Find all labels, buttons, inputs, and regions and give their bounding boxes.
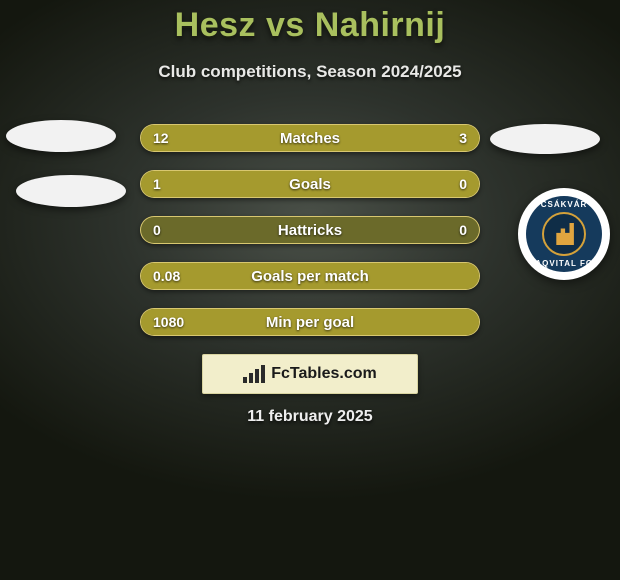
bar-chart-icon — [243, 365, 265, 383]
brand-text: FcTables.com — [271, 365, 377, 383]
stat-bar: Hattricks0 0 — [140, 216, 480, 244]
brand-footer[interactable]: FcTables.com — [202, 354, 418, 394]
left-player-placeholder-2 — [16, 175, 126, 207]
left-player-placeholder-1 — [6, 120, 116, 152]
club-badge-inner — [542, 212, 586, 256]
club-badge: CSÁKVÁR AQVITAL FC — [518, 188, 610, 280]
stat-bar-fill-right — [405, 125, 479, 151]
stat-bar-value-right: 0 — [459, 217, 467, 243]
snapshot-date: 11 february 2025 — [0, 408, 620, 426]
stat-bar: Goals10 — [140, 170, 480, 198]
stat-bar-fill-left — [141, 263, 479, 289]
castle-icon — [553, 223, 575, 245]
stat-bar-value-left: 0 — [153, 217, 161, 243]
stat-bar-fill-left — [141, 309, 479, 335]
club-badge-text-bottom: AQVITAL FC — [535, 259, 592, 268]
stat-bar-fill-left — [141, 171, 479, 197]
page-title: Hesz vs Nahirnij — [0, 6, 620, 45]
stat-bar: Matches123 — [140, 124, 480, 152]
stat-bar-label: Hattricks — [141, 217, 479, 243]
stat-bars-container: Matches123 Goals10 Hattricks0 0 Goals per ma… — [140, 124, 480, 354]
stat-bar-fill-left — [141, 125, 405, 151]
right-player-placeholder — [490, 124, 600, 154]
page-subtitle: Club competitions, Season 2024/2025 — [0, 62, 620, 82]
stat-bar: Goals per match0.08 — [140, 262, 480, 290]
club-badge-ring: CSÁKVÁR AQVITAL FC — [526, 196, 602, 272]
club-badge-text-top: CSÁKVÁR — [541, 200, 588, 209]
stat-bar: Min per goal1080 — [140, 308, 480, 336]
